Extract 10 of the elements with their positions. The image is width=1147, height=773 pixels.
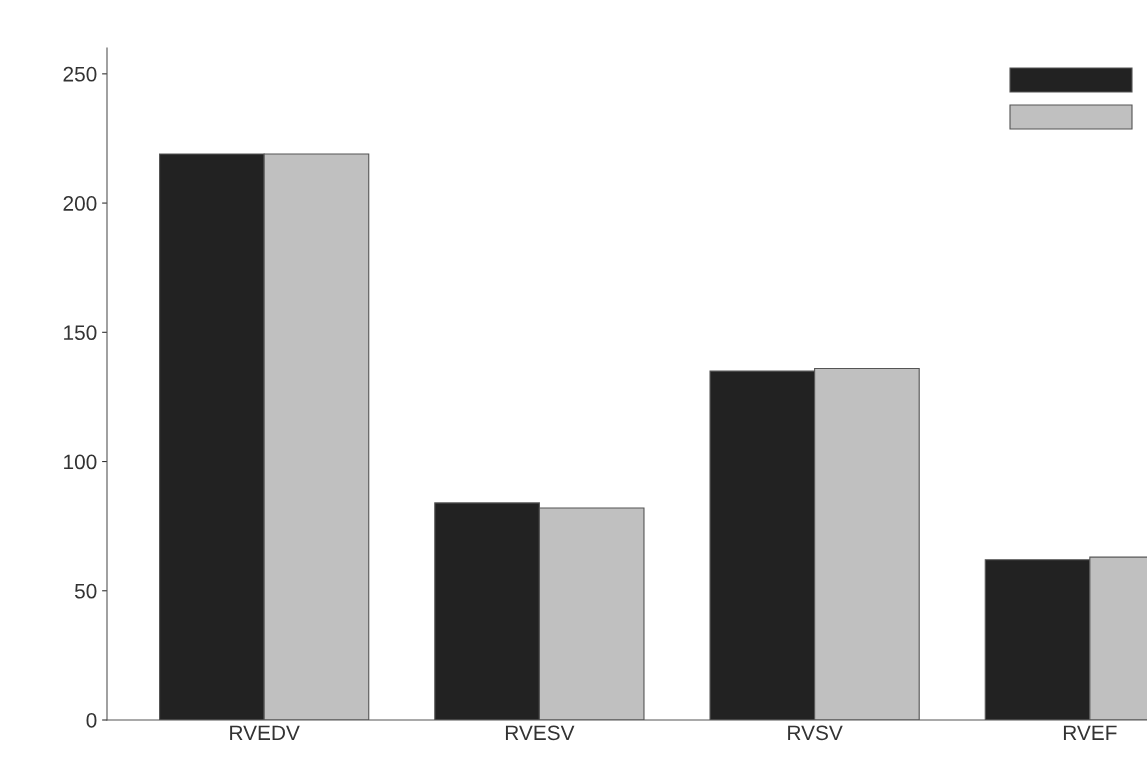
y-tick-label: 150 [64, 325, 97, 341]
y-tick-label: 50 [74, 583, 97, 599]
y-tick-label: 0 [86, 713, 97, 728]
x-tick-label: RVESV [505, 725, 575, 741]
x-tick-label: RVEDV [230, 725, 300, 740]
x-tick-label: RVEF [1063, 725, 1117, 740]
y-tick-label: 250 [63, 66, 97, 82]
x-tick-label: RVSV [788, 725, 843, 741]
y-tick-label: 200 [63, 196, 97, 211]
y-tick-label: 100 [64, 454, 97, 470]
